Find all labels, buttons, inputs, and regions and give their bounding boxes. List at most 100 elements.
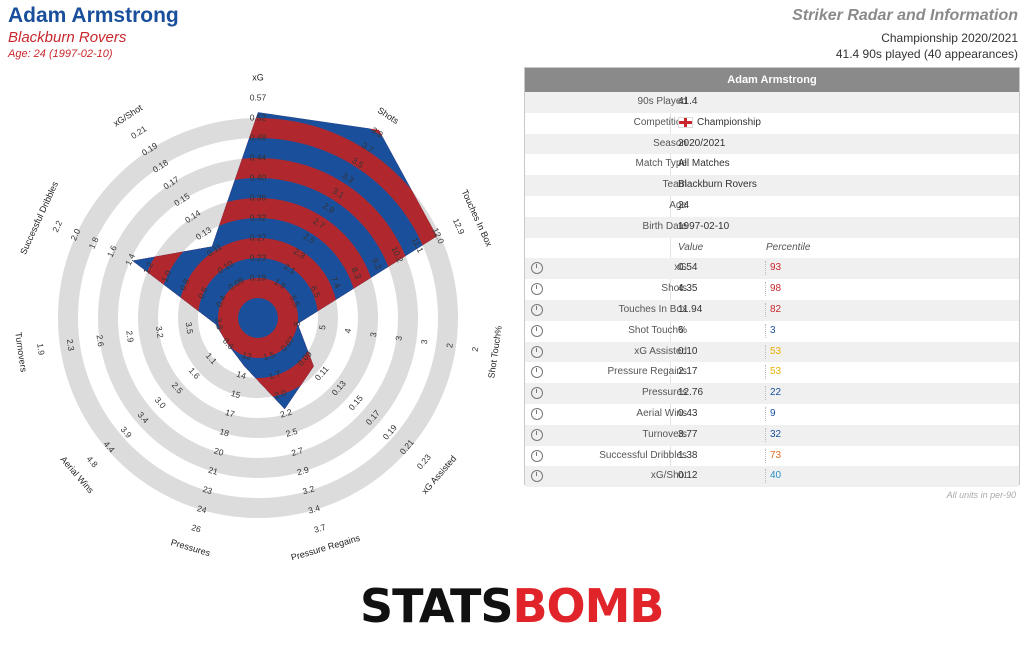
tick-label: 3.8 [213, 317, 225, 330]
tick-label: 2 [444, 342, 455, 348]
info-row: Match Type All Matches [525, 154, 1019, 175]
info-row-value: 1997-02-10 [678, 220, 730, 232]
tick-label: 2.5 [285, 426, 299, 439]
tick-label: 0.44 [250, 152, 267, 162]
metric-label: xG [674, 262, 687, 274]
tick-label: 2.6 [95, 334, 107, 347]
metric-percentile: 53 [765, 344, 781, 359]
metric-row: Aerial Wins 0.43 9 [525, 404, 1019, 425]
tick-label: 12 [241, 350, 253, 362]
tick-label: 3.2 [301, 483, 315, 496]
info-rows: 90s Played 41.4 Competition Championship… [525, 92, 1019, 488]
metric-row: Touches In Box 11.94 82 [525, 299, 1019, 321]
info-row-value: Blackburn Rovers [678, 179, 757, 191]
info-row-value: 24 [678, 199, 690, 211]
metric-value: 0.10 [678, 345, 698, 357]
info-row-value: Championship [697, 116, 761, 128]
info-row-label: Match Type [635, 158, 687, 170]
metric-value: 3.77 [678, 428, 698, 440]
tick-label: 0.36 [250, 192, 267, 202]
radar-chart: 0.190.230.270.320.360.400.440.480.520.57… [13, 72, 503, 560]
tick-label: 14 [235, 369, 247, 381]
percentile-header: Percentile [766, 241, 811, 253]
tick-label: 1.2 [141, 260, 155, 275]
info-row-label: Age [669, 199, 687, 211]
axis-label: Successful Dribbles [18, 180, 60, 257]
info-row: Season 2020/2021 [525, 133, 1019, 155]
xg-shot-icon [531, 470, 543, 483]
tick-label: 1.6 [105, 243, 119, 258]
metric-value: 0.54 [678, 262, 698, 274]
tick-label: 0.8 [178, 277, 192, 292]
tick-label: 0.48 [250, 132, 267, 142]
turnovers-icon [531, 428, 543, 441]
info-row-label: Team [662, 179, 687, 191]
tick-label: 2.9 [296, 464, 310, 477]
tick-label: 0.4 [214, 293, 228, 308]
metric-value: 11.94 [678, 303, 703, 315]
tick-label: 3 [393, 335, 404, 341]
tick-label: 3.5 [184, 321, 196, 334]
column-divider [670, 92, 671, 484]
metric-percentile: 82 [765, 302, 781, 317]
metric-percentile: 9 [765, 406, 776, 421]
tick-label: 0.19 [250, 272, 267, 282]
value-header: Value [678, 241, 704, 253]
pressure-regains-icon [531, 366, 543, 379]
metric-label: Aerial Wins [636, 407, 687, 419]
tick-label: 5 [317, 324, 328, 330]
metric-percentile: 73 [765, 448, 781, 463]
tick-label: 5.5 [288, 294, 302, 309]
tick-label: 21 [207, 465, 219, 477]
tick-label: 3 [419, 339, 430, 345]
player-header: Adam Armstrong Blackburn Rovers Age: 24 … [8, 4, 179, 61]
info-table: Adam Armstrong 90s Played 41.4 Competiti… [524, 67, 1020, 488]
logo-bomb: BOMB [512, 579, 664, 633]
competition-season: Championship 2020/2021 [881, 31, 1018, 45]
tick-label: 15 [230, 388, 242, 400]
tick-label: 1.4 [123, 252, 137, 267]
info-row: Age 24 [525, 196, 1019, 217]
tick-label: 2.7 [290, 445, 304, 458]
metric-value: 4.35 [678, 283, 698, 295]
metric-value: 2.17 [678, 366, 698, 378]
tick-label: 2 [470, 346, 481, 352]
tick-label: 6.5 [309, 284, 323, 299]
tick-label: 0.23 [250, 252, 267, 262]
tick-label: 4.8 [85, 454, 100, 470]
tick-label: 17 [224, 407, 236, 419]
metric-label: Pressure Regains [607, 366, 687, 378]
tick-label: 0.32 [250, 212, 267, 222]
info-row: Competition Championship [525, 113, 1019, 134]
tick-label: 12.9 [451, 217, 467, 236]
metric-label: Pressures [641, 387, 687, 399]
tick-label: 1.7 [268, 368, 282, 381]
metric-row: xG/Shot 0.12 40 [525, 466, 1019, 488]
tick-label: 0.21 [129, 123, 149, 140]
shot-touch-icon [531, 324, 543, 337]
axis-label: Turnovers [13, 332, 29, 374]
metric-label: Shots [661, 283, 687, 295]
age-line: Age: 24 (1997-02-10) [8, 48, 113, 60]
tick-label: 0.52 [250, 112, 267, 122]
info-row-label: Birth Date [642, 220, 687, 232]
metric-row: Turnovers 3.77 32 [525, 424, 1019, 446]
axis-label: xG [252, 72, 264, 82]
tick-label: 3 [368, 331, 379, 337]
metric-value: 12.76 [678, 387, 704, 399]
radar-title: Striker Radar and Information [792, 7, 1018, 24]
axis-label: Shots [376, 105, 401, 126]
radar-header: Striker Radar and Information Championsh… [792, 6, 1018, 62]
metric-row: Pressure Regains 2.17 53 [525, 362, 1019, 383]
metric-label: Successful Dribbles [599, 449, 687, 461]
touches-icon [531, 303, 543, 316]
metric-row: xG 0.54 93 [525, 258, 1019, 280]
tick-label: 0.27 [250, 232, 267, 242]
tick-label: 2.0 [273, 388, 287, 401]
tick-label: 18 [218, 426, 230, 438]
tick-label: 3.4 [307, 503, 321, 516]
metric-value: 1.38 [678, 449, 698, 461]
tick-label: 1.8 [87, 235, 101, 250]
metric-percentile: 32 [765, 427, 781, 442]
tick-label: 2.9 [124, 330, 136, 343]
